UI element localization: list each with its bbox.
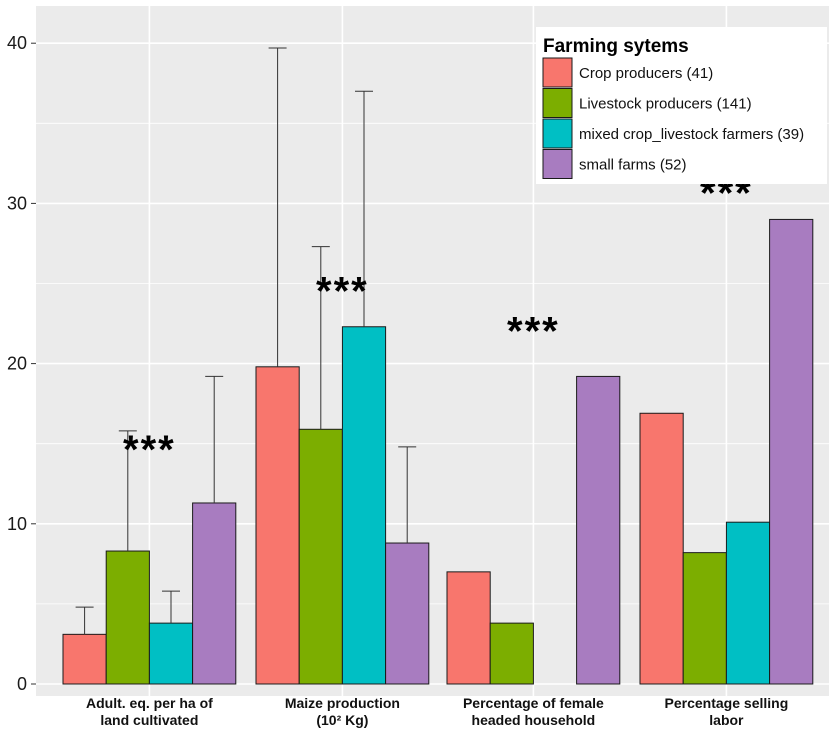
bar <box>192 502 237 685</box>
legend-entry-label: mixed crop_livestock farmers (39) <box>579 126 804 143</box>
bar <box>255 366 300 685</box>
y-tick-label: 20 <box>7 354 27 374</box>
error-bars <box>75 47 417 635</box>
legend-swatch <box>542 57 573 88</box>
bar <box>446 571 491 685</box>
y-tick-label: 10 <box>7 514 27 534</box>
x-category-label: Percentage of female <box>463 695 604 711</box>
bar <box>385 542 430 685</box>
bar <box>341 326 387 685</box>
y-axis-ticks: 0 10 20 30 40 <box>7 33 36 694</box>
significance-marker: *** <box>316 269 369 313</box>
bar <box>298 428 343 685</box>
legend-entry-label: small farms (52) <box>579 157 687 174</box>
y-tick-label: 0 <box>17 674 27 694</box>
bar <box>105 550 150 685</box>
legend-box <box>536 27 827 184</box>
legend-swatch <box>542 88 573 118</box>
significance-marker: *** <box>123 428 176 472</box>
significance-marker: *** <box>507 309 560 353</box>
bar <box>639 412 684 685</box>
bar <box>148 622 194 685</box>
legend-entry-label: Crop producers (41) <box>579 65 713 82</box>
x-category-label: land cultivated <box>100 712 198 728</box>
x-category-label: headed household <box>472 712 596 728</box>
x-category-label: Maize production <box>285 695 400 711</box>
legend-entry-label: Livestock producers (141) <box>579 96 752 113</box>
legend-swatch <box>542 118 573 149</box>
bars <box>62 218 814 685</box>
legend-title: Farming sytems <box>543 36 689 57</box>
bar <box>682 552 727 685</box>
legend: Farming sytems Crop producers (41) Livest… <box>536 27 827 184</box>
y-tick-label: 30 <box>7 193 27 213</box>
x-category-label: (10² Kg) <box>316 712 368 728</box>
bar <box>576 375 621 685</box>
x-category-label: Adult. eq. per ha of <box>86 695 213 711</box>
bar <box>725 521 771 685</box>
bar <box>769 218 814 685</box>
bar <box>62 633 107 685</box>
y-tick-label: 40 <box>7 33 27 53</box>
legend-swatch <box>542 149 573 179</box>
x-category-label: labor <box>709 712 744 728</box>
bar <box>489 622 534 685</box>
x-category-label: Percentage selling <box>665 695 789 711</box>
